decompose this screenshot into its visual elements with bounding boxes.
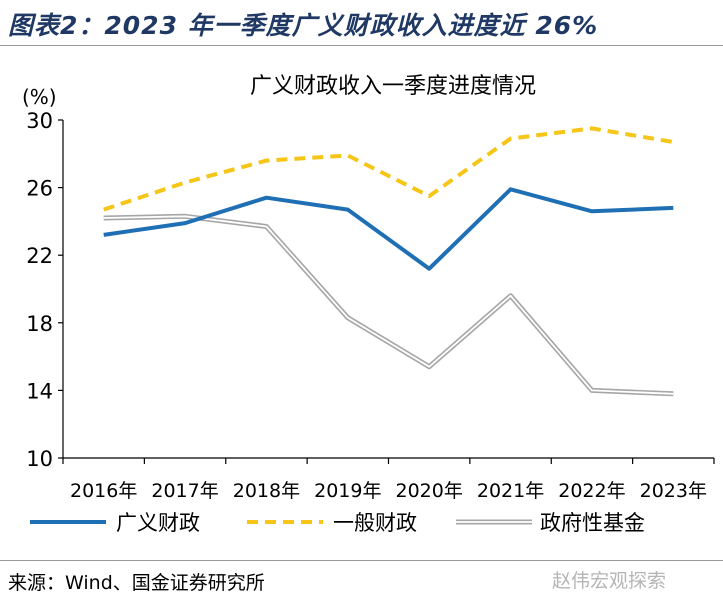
series-3 (103, 213, 674, 397)
series-layer (103, 126, 674, 397)
legend-label: 一般财政 (333, 511, 417, 535)
source-note: 来源：Wind、国金证券研究所 (8, 572, 265, 594)
series-line (103, 187, 674, 271)
series-line-outer (103, 213, 674, 397)
y-tick-label: 14 (26, 379, 53, 403)
x-tick-label: 2022年 (558, 480, 625, 502)
legend-item-3: 政府性基金 (456, 511, 645, 535)
y-axis-unit-label: (%) (22, 85, 57, 109)
x-tick-label: 2017年 (151, 480, 218, 502)
y-tick-label: 10 (26, 447, 53, 471)
y-tick-label: 30 (26, 109, 53, 133)
x-tick-label: 2019年 (314, 480, 381, 502)
x-tick-label: 2018年 (233, 480, 300, 502)
legend-item-1: 广义财政 (30, 511, 200, 535)
axes: 10 14 18 22 26 30 2016年 2017年 2018年 2019年 2020年 202… (26, 109, 715, 502)
y-tick-label: 22 (26, 244, 53, 268)
watermark: 赵伟宏观探索 (552, 570, 667, 592)
chart-title: 广义财政收入一季度进度情况 (250, 74, 536, 99)
y-tick-label: 26 (26, 177, 53, 201)
y-tick-label: 18 (26, 312, 53, 336)
x-tick-label: 2016年 (70, 480, 137, 502)
legend: 广义财政 一般财政 政府性基金 (30, 511, 645, 535)
bottom-divider (0, 560, 723, 561)
legend-label: 政府性基金 (540, 511, 645, 535)
figure-title: 图表2：2023 年一季度广义财政收入进度近 26% (8, 11, 599, 40)
legend-label: 广义财政 (116, 511, 200, 535)
x-tick-label: 2020年 (396, 480, 463, 502)
series-2 (103, 126, 674, 212)
series-line-inner (103, 215, 674, 395)
legend-item-2: 一般财政 (247, 511, 417, 535)
line-chart: 广义财政收入一季度进度情况 (%) 10 14 18 22 26 30 2016年 2017年… (22, 74, 715, 535)
series-1 (103, 187, 674, 271)
x-tick-label: 2021年 (477, 480, 544, 502)
x-tick-label: 2023年 (640, 480, 707, 502)
series-line (103, 126, 674, 212)
top-divider (0, 45, 723, 46)
